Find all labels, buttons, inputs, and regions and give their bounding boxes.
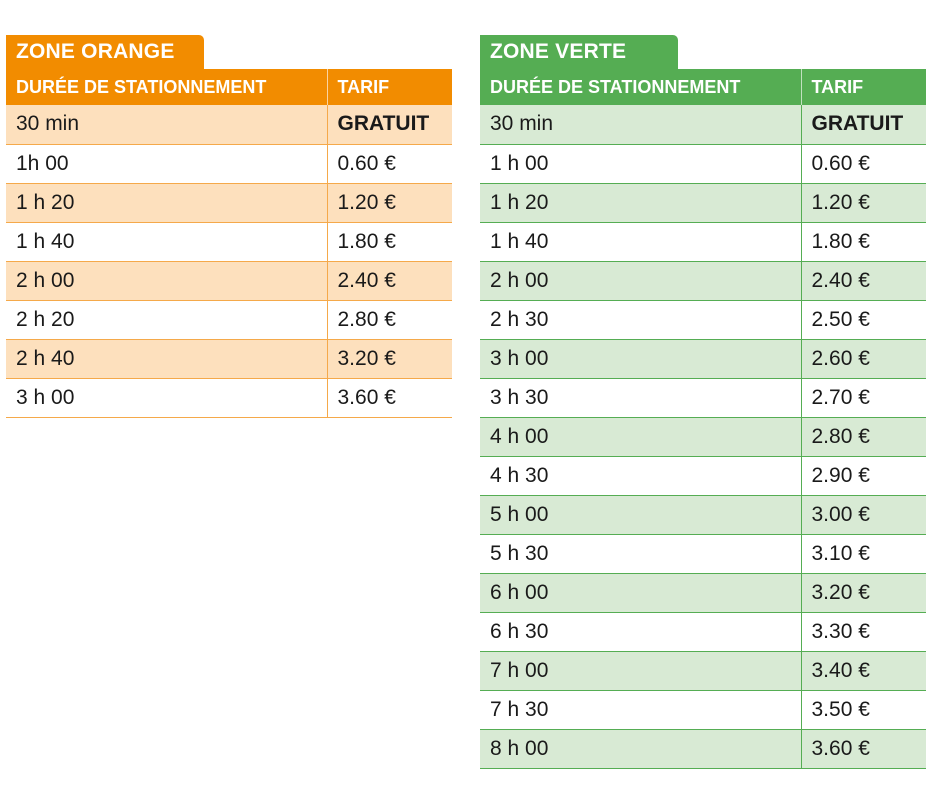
tarif-cell: 3.20 €: [800, 573, 926, 613]
tarif-cell: 1.20 €: [800, 183, 926, 223]
tarif-cell: 3.00 €: [800, 495, 926, 535]
tarif-cell: 2.40 €: [800, 261, 926, 301]
duration-cell: 4 h 30: [480, 456, 801, 496]
duration-cell: 3 h 00: [480, 339, 801, 379]
tarif-cell: 2.50 €: [800, 300, 926, 340]
duration-cell: 2 h 30: [480, 300, 801, 340]
tarif-cell: 3.60 €: [800, 729, 926, 769]
duration-cell: 3 h 30: [480, 378, 801, 418]
table-row: 30 min GRATUIT: [6, 105, 452, 145]
tarif-cell: 0.60 €: [800, 144, 926, 184]
duration-cell: 2 h 00: [6, 261, 327, 301]
table-row: 1 h 00 0.60 €: [480, 144, 926, 184]
zone-verte-rows: 30 min GRATUIT 1 h 00 0.60 €1 h 20 1.20 €1 h…: [480, 105, 926, 769]
table-row: 4 h 30 2.90 €: [480, 456, 926, 496]
table-row: 5 h 00 3.00 €: [480, 495, 926, 535]
table-row: 8 h 00 3.60 €: [480, 729, 926, 769]
duration-cell: 2 h 20: [6, 300, 327, 340]
zone-orange-title: ZONE ORANGE: [6, 35, 204, 69]
duration-cell: 5 h 30: [480, 534, 801, 574]
table-row: 1 h 20 1.20 €: [480, 183, 926, 223]
tarif-cell: 2.40 €: [326, 261, 452, 301]
table-row: 3 h 00 3.60 €: [6, 378, 452, 418]
tarif-cell: 2.80 €: [800, 417, 926, 457]
header-tarif: TARIF: [326, 69, 452, 105]
tarif-cell: 2.80 €: [326, 300, 452, 340]
duration-cell: 30 min: [480, 105, 801, 145]
tarif-cell: 1.80 €: [800, 222, 926, 262]
duration-cell: 1 h 20: [480, 183, 801, 223]
duration-cell: 2 h 00: [480, 261, 801, 301]
duration-cell: 1h 00: [6, 144, 327, 184]
table-row: 6 h 00 3.20 €: [480, 573, 926, 613]
table-row: 2 h 40 3.20 €: [6, 339, 452, 379]
table-row: 30 min GRATUIT: [480, 105, 926, 145]
tarif-cell: GRATUIT: [326, 105, 452, 145]
tarif-cell: GRATUIT: [800, 105, 926, 145]
table-row: 2 h 20 2.80 €: [6, 300, 452, 340]
table-row: 6 h 30 3.30 €: [480, 612, 926, 652]
table-row: 3 h 30 2.70 €: [480, 378, 926, 418]
table-row: 1h 00 0.60 €: [6, 144, 452, 184]
tarif-cell: 3.30 €: [800, 612, 926, 652]
tarif-cell: 3.50 €: [800, 690, 926, 730]
zone-verte-table: DURÉE DE STATIONNEMENT TARIF 30 min GRATU…: [480, 69, 926, 769]
tarif-cell: 3.40 €: [800, 651, 926, 691]
header-duration: DURÉE DE STATIONNEMENT: [480, 69, 801, 105]
table-header-row: DURÉE DE STATIONNEMENT TARIF: [480, 69, 926, 105]
table-row: 1 h 20 1.20 €: [6, 183, 452, 223]
tarif-cell: 3.10 €: [800, 534, 926, 574]
duration-cell: 1 h 20: [6, 183, 327, 223]
table-header-row: DURÉE DE STATIONNEMENT TARIF: [6, 69, 452, 105]
zone-orange-panel: ZONE ORANGE DURÉE DE STATIONNEMENT TARIF…: [6, 35, 452, 418]
header-tarif: TARIF: [800, 69, 926, 105]
table-row: 4 h 00 2.80 €: [480, 417, 926, 457]
tarif-cell: 2.90 €: [800, 456, 926, 496]
table-row: 2 h 00 2.40 €: [6, 261, 452, 301]
table-row: 2 h 30 2.50 €: [480, 300, 926, 340]
table-row: 2 h 00 2.40 €: [480, 261, 926, 301]
zone-verte-panel: ZONE VERTE DURÉE DE STATIONNEMENT TARIF …: [480, 35, 926, 769]
table-row: 1 h 40 1.80 €: [480, 222, 926, 262]
tarif-cell: 2.60 €: [800, 339, 926, 379]
table-row: 1 h 40 1.80 €: [6, 222, 452, 262]
header-duration: DURÉE DE STATIONNEMENT: [6, 69, 327, 105]
duration-cell: 5 h 00: [480, 495, 801, 535]
duration-cell: 30 min: [6, 105, 327, 145]
tarif-cell: 2.70 €: [800, 378, 926, 418]
zone-verte-title: ZONE VERTE: [480, 35, 678, 69]
duration-cell: 3 h 00: [6, 378, 327, 418]
table-row: 5 h 30 3.10 €: [480, 534, 926, 574]
table-row: 7 h 00 3.40 €: [480, 651, 926, 691]
tarif-cell: 3.20 €: [326, 339, 452, 379]
tarif-cell: 1.20 €: [326, 183, 452, 223]
tarif-cell: 0.60 €: [326, 144, 452, 184]
duration-cell: 7 h 30: [480, 690, 801, 730]
duration-cell: 2 h 40: [6, 339, 327, 379]
duration-cell: 7 h 00: [480, 651, 801, 691]
duration-cell: 8 h 00: [480, 729, 801, 769]
duration-cell: 6 h 00: [480, 573, 801, 613]
duration-cell: 4 h 00: [480, 417, 801, 457]
table-row: 7 h 30 3.50 €: [480, 690, 926, 730]
duration-cell: 1 h 40: [6, 222, 327, 262]
tarif-cell: 1.80 €: [326, 222, 452, 262]
zone-orange-rows: 30 min GRATUIT 1h 00 0.60 €1 h 20 1.20 €1 h …: [6, 105, 452, 418]
zone-orange-table: DURÉE DE STATIONNEMENT TARIF 30 min GRATU…: [6, 69, 452, 418]
duration-cell: 6 h 30: [480, 612, 801, 652]
table-row: 3 h 00 2.60 €: [480, 339, 926, 379]
tarif-cell: 3.60 €: [326, 378, 452, 418]
duration-cell: 1 h 00: [480, 144, 801, 184]
duration-cell: 1 h 40: [480, 222, 801, 262]
